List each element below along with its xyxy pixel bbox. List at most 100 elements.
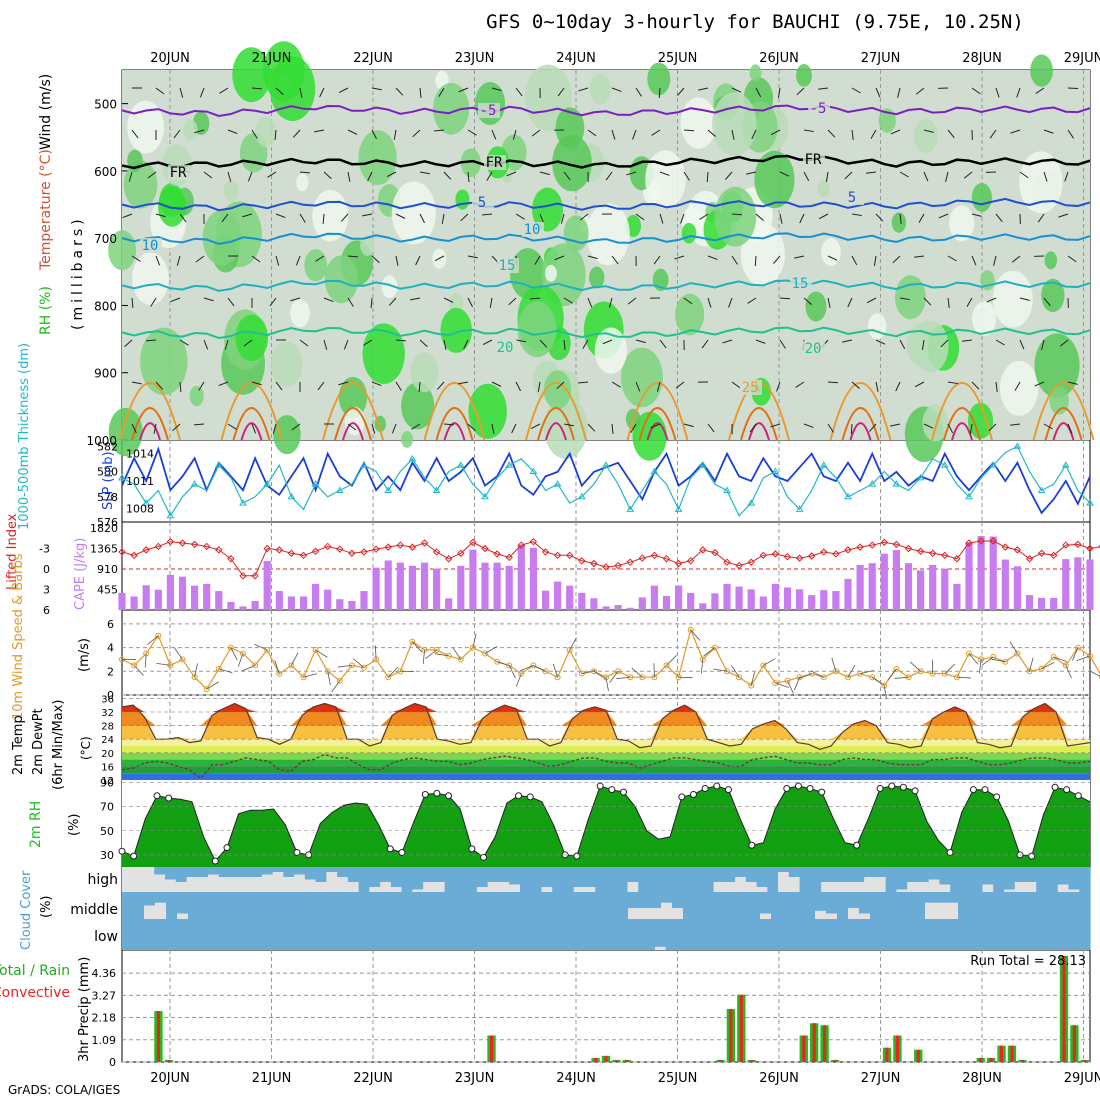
li-point: [1062, 541, 1070, 549]
wind-barb: [395, 255, 399, 266]
cloud-cell: [361, 919, 373, 950]
wind-speed-point: [760, 662, 767, 669]
rh-blob: [381, 275, 398, 299]
isotherm-35: [443, 422, 466, 441]
cloud-cell: [337, 867, 349, 877]
rh-point: [713, 782, 721, 790]
cloud-cell: [408, 892, 420, 919]
li-point: [868, 541, 876, 549]
cloud-cell: [372, 919, 384, 950]
label-bg: [790, 276, 812, 291]
wind-barb: [779, 171, 790, 177]
wind-barb: [391, 423, 397, 434]
wind-barb: [131, 129, 139, 139]
rh-blob: [594, 327, 628, 374]
wind-barb: [995, 339, 1005, 346]
li-point: [699, 546, 707, 554]
wind-barb: [779, 213, 783, 224]
cloud-cell: [448, 919, 460, 950]
thickness-point: [747, 499, 756, 506]
wind-speed-point: [590, 668, 597, 675]
cloud-cell: [1035, 892, 1047, 919]
wind-barb: [1019, 297, 1030, 301]
wind-barb: [291, 423, 301, 431]
cape-bar: [154, 589, 162, 610]
cloud-level-label: high: [87, 872, 118, 888]
cloud-cell: [155, 892, 167, 903]
cape-bar: [650, 585, 658, 610]
wind-speed-point: [1074, 644, 1081, 651]
rh-blob: [891, 212, 907, 233]
slp-ytick: 1008: [126, 502, 154, 515]
cloud-gap: [509, 884, 521, 892]
wind-barb: [978, 659, 982, 674]
wind-barb: [683, 297, 693, 305]
isotherm-label: 10: [142, 238, 159, 254]
wind-ytick: 0: [107, 689, 114, 702]
cloud-cell: [842, 867, 854, 882]
wind-barb: [1019, 339, 1025, 350]
date-label-top: 26JUN: [759, 51, 799, 66]
temp-fill: [122, 703, 1090, 726]
wind-barb: [563, 339, 566, 350]
cloud-cell: [815, 892, 827, 911]
wind-barb: [1011, 255, 1021, 263]
li-point: [239, 572, 247, 580]
ylabel-wind10m: 10m Wind Speed & Barbs: [11, 553, 26, 720]
cloud-gap: [756, 887, 768, 892]
ylabel-minmax: (6hr Min/Max): [51, 700, 66, 790]
cloud-cell: [600, 919, 613, 950]
rh-point: [480, 853, 488, 861]
li-point: [674, 559, 683, 568]
rh-blob: [999, 360, 1039, 416]
li-point: [711, 548, 719, 557]
li-point: [130, 551, 138, 560]
wind-barb: [1067, 87, 1079, 90]
cloud-gap: [186, 877, 198, 892]
cloud-cell: [622, 919, 634, 950]
cape-bar: [723, 583, 731, 610]
wind-barb: [153, 423, 157, 434]
cape-bar: [481, 562, 489, 610]
cloud-cell: [463, 892, 475, 919]
wind-barb: [1043, 129, 1054, 134]
wind-barb: [947, 255, 957, 262]
date-label-bottom: 25JUN: [658, 1071, 698, 1086]
rh-point: [386, 845, 394, 853]
wind-barb: [897, 87, 901, 98]
wind-barb: [611, 381, 621, 388]
cloud-cell: [705, 892, 717, 919]
cloud-gap: [831, 882, 844, 892]
cloud-cell: [928, 867, 941, 880]
cloud-cell: [535, 919, 547, 950]
date-label-bottom: 22JUN: [353, 1071, 393, 1086]
cape-bar: [965, 542, 973, 610]
wind-barb: [131, 381, 142, 385]
cloud-cell: [724, 867, 736, 882]
isotherm-35: [240, 422, 263, 441]
wind-barb: [1059, 339, 1069, 347]
wind-barb: [938, 213, 949, 219]
cape-bar: [977, 536, 985, 610]
cloud-cell: [294, 867, 306, 875]
wind-barb: [319, 87, 325, 98]
cloud-cell: [386, 892, 398, 919]
wind-barb: [899, 339, 906, 350]
thickness-point: [456, 461, 465, 468]
li-point: [977, 537, 985, 545]
cloud-cell: [541, 867, 553, 887]
wind-barb: [556, 381, 565, 390]
label-bg: [842, 190, 864, 205]
thickness-point: [263, 480, 272, 487]
wind-speed-point: [1087, 652, 1093, 659]
rh-point: [515, 792, 523, 800]
cloud-cell: [154, 867, 166, 875]
ylabel-millibars: (millibars): [70, 215, 86, 330]
cloud-cell: [358, 867, 370, 892]
wind-barb: [803, 297, 812, 305]
wind-barb: [1067, 129, 1075, 139]
cape-bar: [263, 560, 271, 610]
cloud-gap: [1057, 884, 1070, 892]
cloud-cell: [519, 867, 532, 892]
